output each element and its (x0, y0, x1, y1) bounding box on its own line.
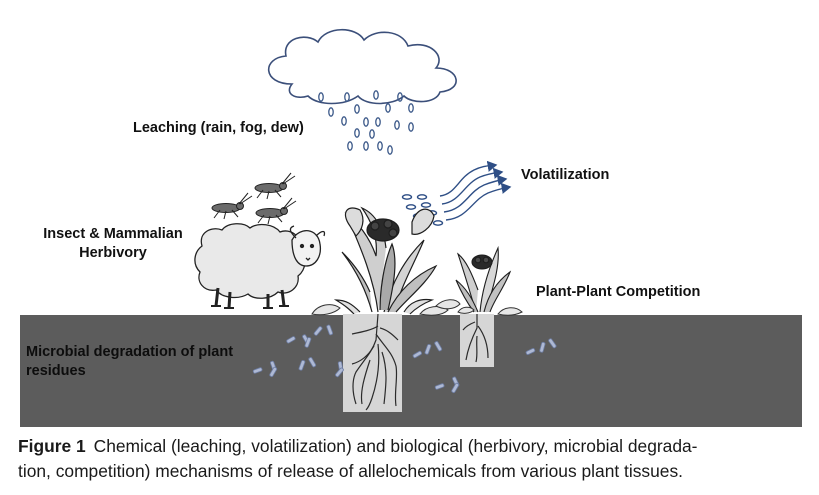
microbe-icon (252, 324, 557, 393)
herbivory-label: Insect & Mammalian Herbivory (33, 225, 193, 263)
leaf-litter (311, 299, 523, 316)
leaching-label: Leaching (rain, fog, dew) (133, 120, 304, 136)
plant-icon (455, 245, 512, 313)
plant-icon (333, 206, 438, 315)
caption-text-line2: tion, competition) mechanisms of release… (18, 461, 683, 481)
raindrop-icon (318, 90, 414, 155)
figure-number: Figure 1 (18, 436, 86, 456)
microbial-label: Microbial degradation of plant residues (26, 343, 233, 381)
competition-label: Plant-Plant Competition (536, 284, 701, 300)
microbial-label-line1: Microbial degradation of plant (26, 344, 234, 360)
caption-text-line1: Chemical (leaching, volatilization) and … (93, 436, 698, 456)
grasshopper-icon (211, 172, 297, 225)
diagram-canvas (20, 29, 802, 427)
cloud-icon (267, 29, 457, 105)
microbial-label-line2: residues (26, 363, 86, 379)
figure-caption: Figure 1 Chemical (leaching, volatilizati… (18, 434, 808, 484)
herbivory-label-line1: Insect & Mammalian (43, 226, 183, 242)
soil-band (20, 315, 802, 427)
volatilization-label: Volatilization (521, 167, 610, 183)
sheep-icon (194, 223, 326, 309)
herbivory-label-line2: Herbivory (79, 245, 147, 261)
caption-line1: Figure 1 Chemical (leaching, volatilizati… (18, 434, 808, 459)
root-icon (351, 313, 489, 411)
